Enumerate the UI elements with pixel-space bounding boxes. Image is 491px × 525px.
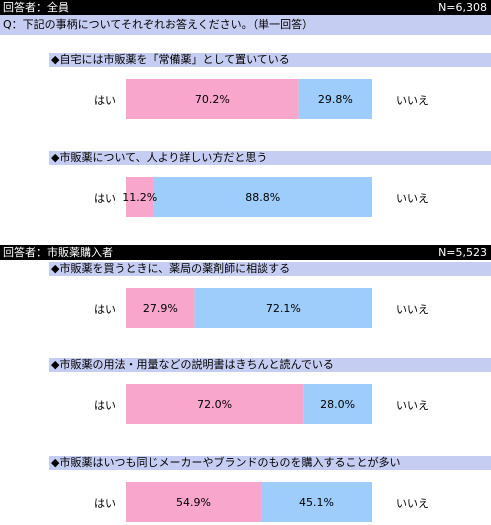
no-label: いいえ bbox=[396, 192, 429, 205]
bar-segment-yes bbox=[126, 482, 262, 522]
data-label-yes: 72.0% bbox=[197, 398, 232, 411]
respondent-header-all: 回答者：全員 N=6,308 bbox=[0, 0, 491, 15]
item-title: ◆自宅には市販薬を「常備薬」として置いている bbox=[51, 53, 290, 66]
item-title-bar: ◆自宅には市販薬を「常備薬」として置いている bbox=[49, 53, 491, 67]
bar-segment-yes bbox=[126, 177, 154, 217]
bar-segment-yes bbox=[126, 288, 195, 328]
bar-segment-no bbox=[194, 288, 372, 328]
sample-size: N=6,308 bbox=[438, 1, 487, 14]
item-title: ◆市販薬の用法・用量などの説明書はきちんと読んでいる bbox=[51, 358, 334, 371]
item-title: ◆市販薬を買うときに、薬局の薬剤師に相談する bbox=[51, 262, 291, 275]
data-label-yes: 11.2% bbox=[122, 191, 157, 204]
bar-segment-no bbox=[153, 177, 372, 217]
item-title-bar: ◆市販薬について、人より詳しい方だと思う bbox=[49, 151, 491, 165]
respondent-label: 回答者：全員 bbox=[3, 1, 69, 14]
respondent-header-buyers: 回答者：市販薬購入者 N=5,523 bbox=[0, 245, 491, 260]
bar-segment-no bbox=[261, 482, 372, 522]
no-label: いいえ bbox=[396, 94, 429, 107]
yes-label: はい bbox=[94, 497, 116, 510]
bar-segment-no bbox=[303, 384, 372, 424]
yes-label: はい bbox=[94, 192, 116, 205]
data-label-yes: 27.9% bbox=[143, 302, 178, 315]
data-label-no: 28.0% bbox=[320, 398, 355, 411]
yes-label: はい bbox=[94, 399, 116, 412]
no-label: いいえ bbox=[396, 399, 429, 412]
no-label: いいえ bbox=[396, 303, 429, 316]
data-label-yes: 70.2% bbox=[195, 93, 230, 106]
data-label-no: 29.8% bbox=[318, 93, 353, 106]
data-label-no: 72.1% bbox=[266, 302, 301, 315]
item-title: ◆市販薬はいつも同じメーカーやブランドのものを購入することが多い bbox=[51, 456, 401, 469]
item-title-bar: ◆市販薬はいつも同じメーカーやブランドのものを購入することが多い bbox=[49, 456, 491, 470]
sample-size: N=5,523 bbox=[438, 246, 487, 259]
yes-label: はい bbox=[94, 94, 116, 107]
no-label: いいえ bbox=[396, 497, 429, 510]
bar-segment-yes bbox=[126, 384, 304, 424]
data-label-yes: 54.9% bbox=[176, 496, 211, 509]
data-label-no: 88.8% bbox=[245, 191, 280, 204]
item-title-bar: ◆市販薬の用法・用量などの説明書はきちんと読んでいる bbox=[49, 358, 491, 372]
item-title-bar: ◆市販薬を買うときに、薬局の薬剤師に相談する bbox=[49, 262, 491, 276]
question-text: Q：下記の事柄についてそれぞれお答えください。（単一回答） bbox=[3, 18, 314, 31]
question-banner: Q：下記の事柄についてそれぞれお答えください。（単一回答） bbox=[0, 15, 491, 35]
bar-segment-no bbox=[298, 79, 372, 119]
item-title: ◆市販薬について、人より詳しい方だと思う bbox=[51, 151, 268, 164]
respondent-label: 回答者：市販薬購入者 bbox=[3, 246, 113, 259]
yes-label: はい bbox=[94, 303, 116, 316]
bar-segment-yes bbox=[126, 79, 299, 119]
data-label-no: 45.1% bbox=[299, 496, 334, 509]
